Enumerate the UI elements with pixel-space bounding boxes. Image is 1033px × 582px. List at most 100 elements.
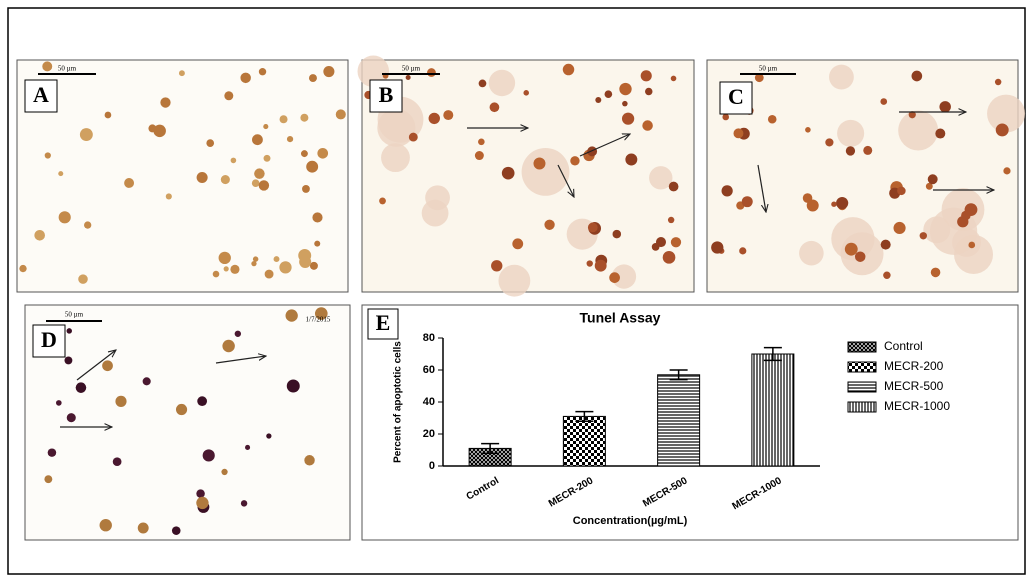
cell xyxy=(935,128,946,139)
y-tick-label: 40 xyxy=(423,396,435,408)
cell xyxy=(99,519,112,532)
cell xyxy=(300,150,308,158)
cell xyxy=(178,70,185,77)
y-tick-label: 80 xyxy=(423,332,435,344)
cell xyxy=(317,147,329,159)
cell xyxy=(640,70,652,82)
cell-debris xyxy=(357,55,390,88)
cell xyxy=(670,237,682,248)
cell xyxy=(587,222,598,233)
micrographs xyxy=(16,55,1026,541)
cell xyxy=(206,139,215,147)
cell xyxy=(670,75,677,82)
cell xyxy=(197,396,208,407)
scale-label: 50 µm xyxy=(65,311,84,319)
error-bar xyxy=(575,410,594,422)
cell xyxy=(240,500,248,507)
cell xyxy=(171,526,181,535)
cell xyxy=(58,211,71,224)
cell xyxy=(408,132,418,142)
cell xyxy=(863,145,873,155)
cell xyxy=(323,65,335,78)
cell xyxy=(306,160,319,173)
cell xyxy=(604,90,613,98)
cell xyxy=(754,73,764,83)
cell xyxy=(286,135,294,143)
cell xyxy=(880,239,891,250)
cell xyxy=(642,120,653,131)
cell-debris xyxy=(898,110,939,151)
cell xyxy=(995,123,1009,137)
cell xyxy=(767,114,777,124)
cell-debris xyxy=(829,64,854,90)
cell xyxy=(512,238,524,250)
cell xyxy=(263,154,271,162)
cell xyxy=(258,68,267,76)
cell xyxy=(844,242,858,256)
y-tick-label: 60 xyxy=(423,364,435,376)
cell xyxy=(919,232,927,240)
cell xyxy=(491,260,503,272)
cell xyxy=(805,126,811,133)
cell xyxy=(957,216,969,228)
cell-debris xyxy=(611,264,637,289)
y-tick-label: 20 xyxy=(423,428,435,440)
bar xyxy=(657,374,701,467)
cell xyxy=(230,264,240,274)
cell xyxy=(625,153,638,166)
cell xyxy=(251,260,257,267)
cell xyxy=(221,468,228,476)
cell xyxy=(667,216,675,224)
y-axis-label: Percent of apoptotic cells xyxy=(393,341,404,463)
cell xyxy=(160,97,171,108)
cell xyxy=(897,186,906,196)
cell xyxy=(533,157,546,170)
cell xyxy=(218,251,231,265)
cell xyxy=(79,128,93,142)
cell xyxy=(42,61,53,72)
cell xyxy=(212,270,220,278)
cell xyxy=(47,448,57,457)
panel-label: E xyxy=(376,310,391,335)
arrows xyxy=(60,112,994,427)
cell xyxy=(733,128,744,139)
cell xyxy=(286,379,300,393)
cell xyxy=(302,185,310,193)
cell xyxy=(266,433,272,439)
cell xyxy=(115,395,127,407)
cell xyxy=(75,382,87,393)
legend-label: Control xyxy=(884,339,923,353)
cell xyxy=(153,124,166,138)
cell xyxy=(854,251,866,262)
scale-label: 50 µm xyxy=(402,65,421,73)
cell xyxy=(84,221,92,229)
error-bar xyxy=(763,346,782,362)
legend-swatch xyxy=(847,341,877,353)
cell xyxy=(570,156,580,166)
cell xyxy=(741,196,753,208)
overlay: 50 µm 50 µm 50 µm 50 µm 1/7/2015 A B C D… xyxy=(24,65,994,427)
cell xyxy=(523,90,529,96)
cell xyxy=(721,185,733,197)
cell xyxy=(252,134,263,146)
cell-debris xyxy=(521,147,570,196)
error-bar xyxy=(669,369,688,381)
cell xyxy=(196,496,209,510)
scale-label: 50 µm xyxy=(759,65,778,73)
cell xyxy=(254,168,265,179)
cell xyxy=(251,179,260,188)
bar xyxy=(751,353,795,467)
cell xyxy=(711,241,724,254)
error-bar xyxy=(481,442,500,454)
cell xyxy=(880,98,888,105)
cell xyxy=(258,180,270,191)
cell xyxy=(925,182,933,190)
cell xyxy=(223,266,229,272)
cell-debris xyxy=(381,143,410,173)
cell xyxy=(44,152,51,159)
cell xyxy=(427,68,436,77)
cell xyxy=(501,166,515,180)
cell xyxy=(264,269,274,279)
cell xyxy=(619,82,632,96)
legend-swatch xyxy=(847,401,877,413)
